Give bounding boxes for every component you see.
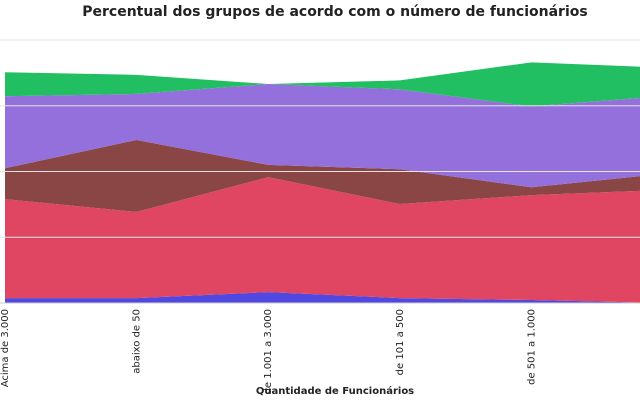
x-tick-label: Acima de 3.000 — [0, 309, 11, 387]
area — [5, 62, 640, 107]
plot-area — [5, 62, 640, 303]
area — [5, 84, 640, 188]
x-tick-label: de 501 a 1.000 — [526, 309, 537, 385]
x-axis-title: Quantidade de Funcionários — [256, 385, 414, 397]
x-tick-label: abaixo de 50 — [132, 309, 143, 374]
area — [5, 139, 640, 212]
area — [5, 292, 640, 303]
x-tick-label: de 101 a 500 — [395, 309, 406, 375]
x-tick-label: de 1.001 a 3.000 — [263, 309, 274, 394]
chart-title: Percentual dos grupos de acordo com o nú… — [82, 4, 587, 20]
area — [5, 177, 640, 303]
